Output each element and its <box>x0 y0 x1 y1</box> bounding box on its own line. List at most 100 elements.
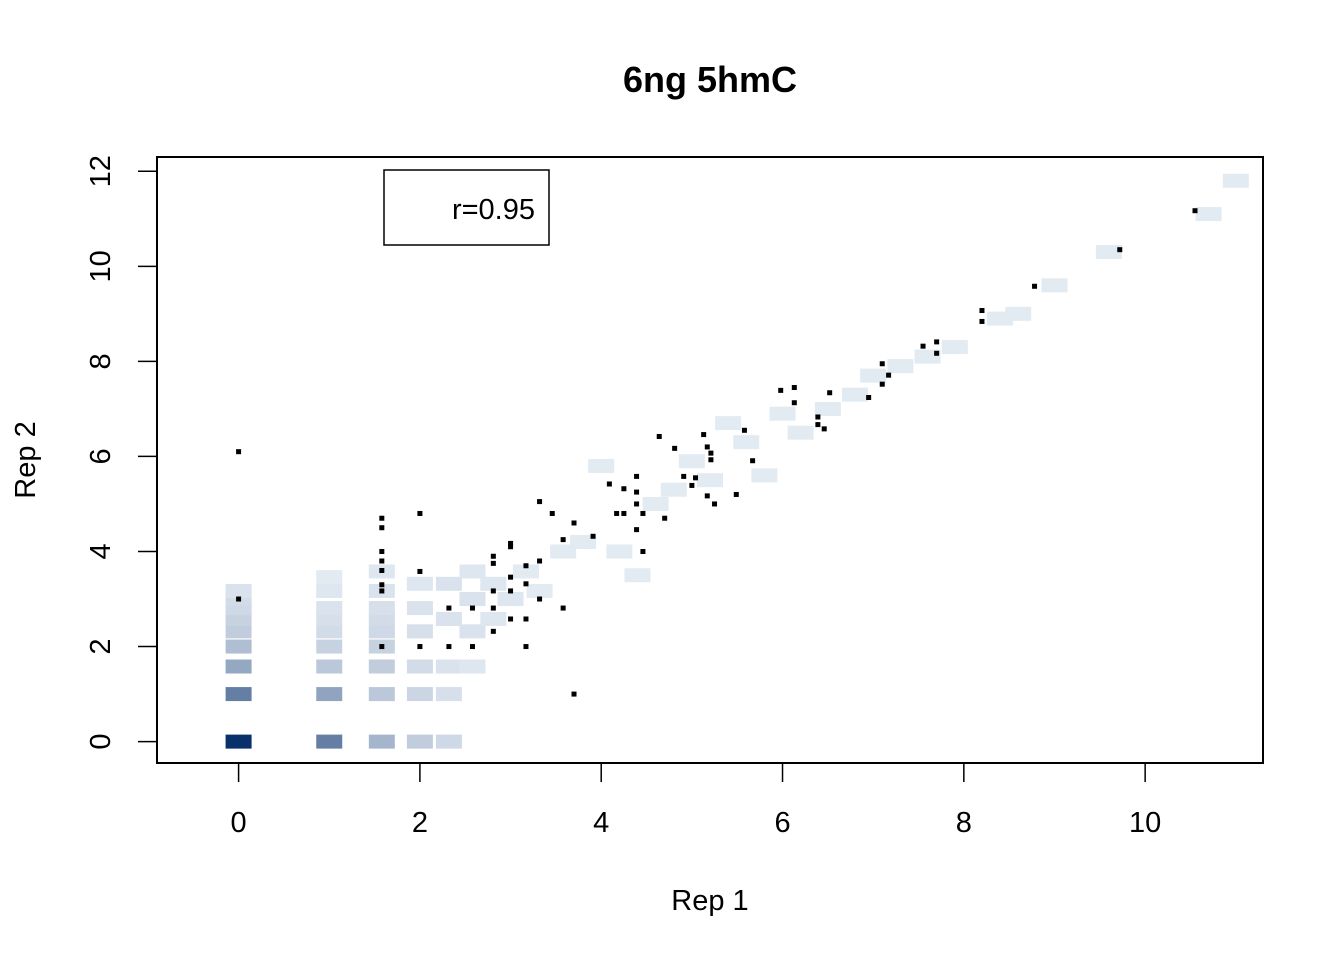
density-cell-15 <box>316 601 343 616</box>
density-cell-64 <box>887 359 914 374</box>
data-point-47 <box>634 527 640 533</box>
data-point-31 <box>537 499 543 505</box>
density-cell-37 <box>435 576 462 591</box>
density-cell-70 <box>1095 245 1122 260</box>
data-point-40 <box>606 481 612 487</box>
y-tick-label-0: 0 <box>85 734 117 750</box>
data-point-48 <box>640 510 646 516</box>
data-point-6 <box>379 568 385 574</box>
density-cell-51 <box>624 568 651 583</box>
density-cell-66 <box>941 340 968 355</box>
density-layer <box>225 173 1249 749</box>
y-axis: 0 2 4 6 8 10 12 <box>85 155 158 750</box>
data-point-15 <box>469 605 475 611</box>
data-point-2 <box>379 515 385 521</box>
density-cell-50 <box>606 544 633 559</box>
data-point-7 <box>379 582 385 588</box>
data-point-11 <box>417 568 423 574</box>
y-axis-label: Rep 2 <box>10 421 42 498</box>
density-cell-13 <box>316 624 343 639</box>
density-cell-52 <box>642 496 669 511</box>
data-point-20 <box>490 605 496 611</box>
data-point-36 <box>560 605 566 611</box>
y-tick-label-6: 6 <box>85 448 117 464</box>
density-cell-58 <box>751 468 778 483</box>
y-tick-label-2: 2 <box>85 638 117 654</box>
density-cell-48 <box>570 534 597 549</box>
data-point-77 <box>934 339 940 345</box>
data-point-79 <box>979 308 985 314</box>
data-point-25 <box>508 588 514 594</box>
data-point-19 <box>490 588 496 594</box>
y-tick-label-10: 10 <box>85 250 117 282</box>
density-cell-40 <box>459 592 486 607</box>
data-point-22 <box>508 540 514 546</box>
x-tick-label-2: 2 <box>412 807 428 839</box>
data-point-13 <box>446 605 452 611</box>
data-point-66 <box>791 385 797 391</box>
data-point-82 <box>1117 247 1123 253</box>
data-point-55 <box>692 475 698 481</box>
data-point-64 <box>750 458 756 464</box>
density-cell-63 <box>860 368 887 383</box>
density-cell-72 <box>1222 173 1249 188</box>
density-cell-20 <box>368 659 395 674</box>
data-point-76 <box>920 343 926 349</box>
data-point-46 <box>634 501 640 507</box>
density-cell-42 <box>480 611 507 626</box>
data-point-53 <box>681 473 687 479</box>
density-cell-28 <box>406 687 433 702</box>
data-point-72 <box>866 394 872 400</box>
density-cell-31 <box>406 601 433 616</box>
density-cell-53 <box>660 482 687 497</box>
density-cell-57 <box>733 435 760 450</box>
density-cell-33 <box>435 734 462 749</box>
density-cell-16 <box>316 583 343 598</box>
density-cell-3 <box>225 639 252 654</box>
data-point-44 <box>634 473 640 479</box>
data-point-49 <box>640 548 646 554</box>
data-point-43 <box>621 510 627 516</box>
data-point-52 <box>672 445 678 451</box>
data-point-75 <box>886 372 892 378</box>
data-point-27 <box>523 563 529 569</box>
density-cell-47 <box>550 544 577 559</box>
data-point-67 <box>791 400 797 406</box>
density-cell-22 <box>368 624 395 639</box>
density-cell-54 <box>678 454 705 469</box>
data-point-9 <box>379 644 385 650</box>
data-point-81 <box>1032 283 1038 289</box>
data-point-83 <box>1192 208 1198 214</box>
density-cell-56 <box>715 416 742 431</box>
density-cell-11 <box>316 659 343 674</box>
data-point-1 <box>236 596 242 602</box>
density-cell-12 <box>316 639 343 654</box>
density-cell-29 <box>406 659 433 674</box>
density-cell-10 <box>316 687 343 702</box>
density-cell-68 <box>1005 306 1032 321</box>
data-point-41 <box>614 510 620 516</box>
density-cell-18 <box>368 734 395 749</box>
data-point-5 <box>379 558 385 564</box>
density-cell-14 <box>316 611 343 626</box>
density-cell-5 <box>225 611 252 626</box>
density-cell-71 <box>1195 207 1222 222</box>
density-cell-27 <box>406 734 433 749</box>
data-point-45 <box>634 489 640 495</box>
density-cell-35 <box>435 659 462 674</box>
data-point-71 <box>827 390 833 396</box>
data-point-26 <box>508 616 514 622</box>
data-point-78 <box>934 350 940 356</box>
x-axis: 0 2 4 6 8 10 <box>231 762 1161 839</box>
data-point-29 <box>523 616 529 622</box>
x-tick-label-10: 10 <box>1129 807 1161 839</box>
density-cell-41 <box>459 564 486 579</box>
data-point-37 <box>571 520 577 526</box>
data-point-73 <box>879 361 885 367</box>
data-point-57 <box>704 444 710 450</box>
data-point-35 <box>560 537 566 543</box>
density-cell-8 <box>225 583 252 598</box>
data-point-63 <box>741 427 747 433</box>
data-point-14 <box>446 644 452 650</box>
